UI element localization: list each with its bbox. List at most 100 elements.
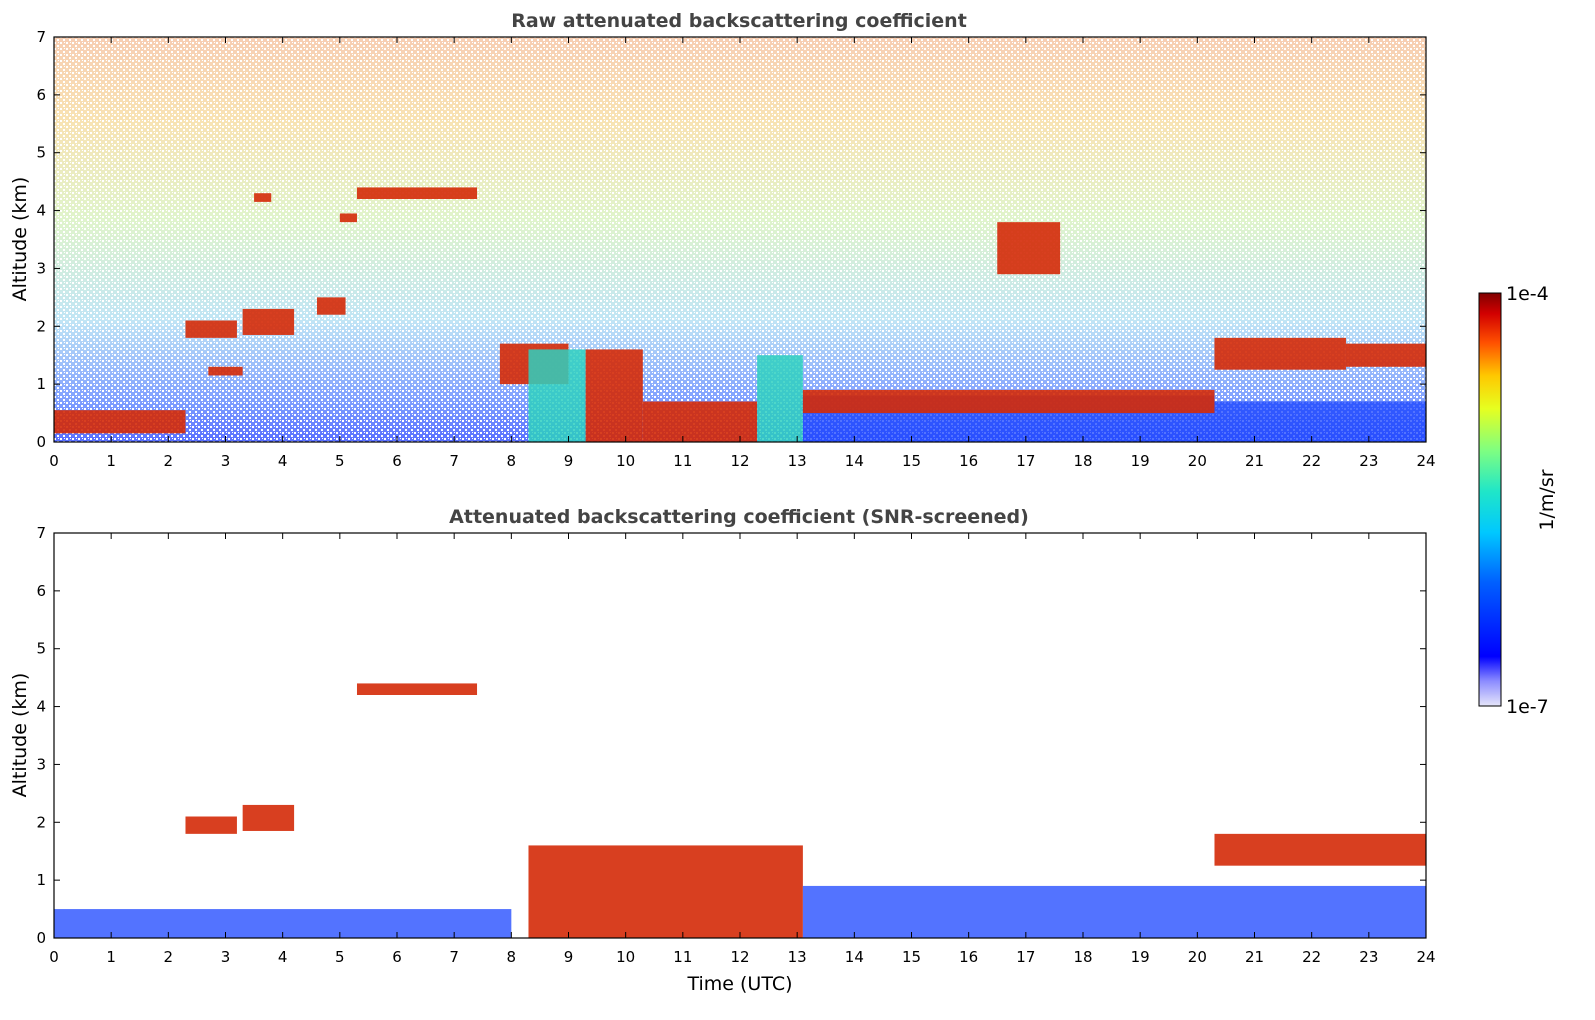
x-tick-label: 10 (616, 452, 635, 470)
panel-screened: Attenuated backscattering coefficient (S… (9, 506, 1436, 995)
y-tick-label: 4 (36, 202, 46, 220)
x-tick-label: 21 (1245, 948, 1264, 966)
x-tick-label: 1 (106, 452, 116, 470)
x-tick-label: 13 (788, 948, 807, 966)
x-tick-label: 8 (507, 452, 517, 470)
x-tick-label: 21 (1245, 452, 1264, 470)
panel-screened-ylabel: Altitude (km) (9, 673, 31, 798)
x-tick-label: 9 (564, 948, 574, 966)
y-tick-label: 5 (36, 640, 46, 658)
feature-boundary-layer-11 (642, 401, 758, 442)
x-tick-label: 0 (49, 948, 59, 966)
x-tick-label: 1 (106, 948, 116, 966)
panel-raw-axes: 0 1 2 3 4 5 6 7 8 9 10 11 12 13 14 15 16 17 18 19 20 21 22 23 24… (36, 28, 1435, 470)
x-tick-label: 20 (1188, 452, 1207, 470)
x-tick-label: 8 (507, 948, 517, 966)
x-tick-label: 4 (278, 452, 288, 470)
x-tick-label: 22 (1302, 948, 1321, 966)
feature-convective-10 (585, 349, 643, 442)
feature-cloud-15 (997, 222, 1061, 275)
feature-cloud-6 (1214, 833, 1426, 866)
panel-raw-features (54, 187, 1426, 442)
feature-cloud-14 (802, 389, 1215, 414)
x-tick-label: 24 (1416, 452, 1435, 470)
x-tick-label: 16 (959, 452, 978, 470)
x-tick-label: 14 (845, 452, 864, 470)
y-tick-label: 7 (36, 28, 46, 46)
x-tick-label: 19 (1131, 948, 1150, 966)
y-tick-label: 0 (36, 929, 46, 947)
feature-cloud-5 (254, 193, 272, 202)
x-tick-label: 16 (959, 948, 978, 966)
y-tick-label: 2 (36, 317, 46, 335)
feature-cloud-1 (185, 816, 237, 834)
y-tick-label: 1 (36, 375, 46, 393)
x-tick-label: 18 (1073, 948, 1092, 966)
feature-cloud-3 (356, 683, 478, 695)
x-tick-label: 2 (164, 948, 174, 966)
x-tick-label: 19 (1131, 452, 1150, 470)
x-tick-label: 20 (1188, 948, 1207, 966)
x-tick-label: 11 (673, 452, 692, 470)
feature-convective-4 (528, 845, 803, 938)
x-tick-label: 11 (673, 948, 692, 966)
panel-screened-features (54, 683, 1426, 938)
feature-boundary-layer-0 (54, 410, 186, 434)
y-tick-label: 0 (36, 433, 46, 451)
panel-raw-ylabel: Altitude (km) (9, 177, 31, 302)
y-tick-label: 4 (36, 698, 46, 716)
x-tick-label: 17 (1016, 948, 1035, 966)
feature-cloud-16 (1214, 337, 1346, 370)
x-tick-label: 5 (335, 452, 345, 470)
y-tick-label: 1 (36, 871, 46, 889)
y-tick-label: 7 (36, 524, 46, 542)
feature-cloud-1 (185, 320, 237, 338)
x-tick-label: 4 (278, 948, 288, 966)
panel-raw: Raw attenuated backscattering coefficien… (9, 10, 1436, 470)
feature-cloud-4 (316, 297, 346, 315)
y-tick-label: 6 (36, 86, 46, 104)
colorbar-min-label: 1e-7 (1506, 696, 1549, 718)
x-tick-label: 14 (845, 948, 864, 966)
x-tick-label: 13 (788, 452, 807, 470)
x-tick-label: 6 (392, 948, 402, 966)
panel-screened-xlabel: Time (UTC) (686, 973, 792, 995)
x-tick-label: 18 (1073, 452, 1092, 470)
x-tick-label: 22 (1302, 452, 1321, 470)
feature-cloud-17 (1345, 343, 1426, 367)
panel-screened-title: Attenuated backscattering coefficient (S… (449, 506, 1029, 528)
x-tick-label: 24 (1416, 948, 1435, 966)
feature-boundary-layer-18 (1214, 401, 1426, 442)
y-tick-label: 6 (36, 582, 46, 600)
x-tick-label: 9 (564, 452, 574, 470)
feature-boundary-layer-5 (802, 885, 1426, 938)
x-tick-label: 3 (221, 452, 231, 470)
x-tick-label: 23 (1359, 948, 1378, 966)
x-tick-label: 15 (902, 452, 921, 470)
x-tick-label: 7 (449, 948, 459, 966)
feature-cloud-2 (208, 366, 243, 376)
x-tick-label: 12 (730, 948, 749, 966)
x-tick-label: 23 (1359, 452, 1378, 470)
x-tick-label: 10 (616, 948, 635, 966)
panel-raw-title: Raw attenuated backscattering coefficien… (511, 10, 967, 32)
x-tick-label: 0 (49, 452, 59, 470)
feature-cloud-6 (339, 213, 357, 223)
panel-raw-speckle (54, 37, 1426, 442)
colorbar: 1e-4 1e-7 1/m/sr (1478, 283, 1558, 718)
y-tick-label: 5 (36, 144, 46, 162)
feature-cloud-7 (356, 187, 478, 199)
x-tick-label: 2 (164, 452, 174, 470)
y-tick-label: 2 (36, 813, 46, 831)
x-tick-label: 5 (335, 948, 345, 966)
x-tick-label: 3 (221, 948, 231, 966)
feature-convective-12 (757, 355, 803, 442)
feature-cloud-3 (242, 308, 295, 335)
feature-cloud-2 (242, 804, 295, 831)
x-tick-label: 15 (902, 948, 921, 966)
x-tick-label: 12 (730, 452, 749, 470)
panel-screened-axes: 0 1 2 3 4 5 6 7 8 9 10 11 12 13 14 15 16 17 18 19 20 21 22 23 24… (36, 524, 1435, 966)
colorbar-unit-label: 1/m/sr (1536, 469, 1558, 530)
colorbar-gradient (1478, 292, 1502, 707)
x-tick-label: 17 (1016, 452, 1035, 470)
